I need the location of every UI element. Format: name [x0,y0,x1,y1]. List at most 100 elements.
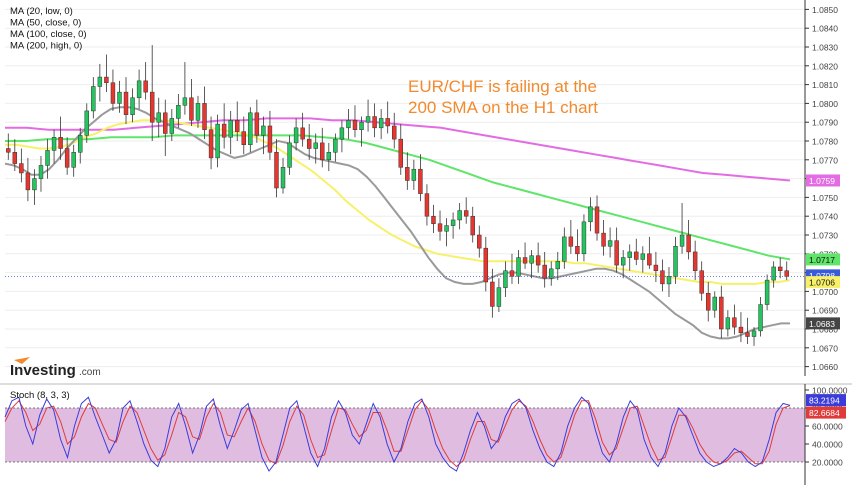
annotation-line-1: EUR/CHF is failing at the [408,77,597,96]
stoch-tick-label: 20.0000 [812,458,843,468]
candle-body [581,221,587,255]
candle-body [640,253,646,260]
stoch-tick-label: 100.0000 [812,386,848,396]
price-tag-box [806,253,840,266]
candle-body [503,270,508,288]
candle-body [117,91,122,104]
candle-body [732,317,737,328]
candle-body [745,332,750,337]
candle-body [261,125,266,136]
candle-body [45,150,50,166]
price-tick-label: 1.0780 [812,137,838,147]
stoch-tags: 83.2194 82.6684 [806,394,846,419]
candle-body [620,257,626,266]
candle-body [777,266,783,271]
price-tick-label: 1.0730 [812,231,838,241]
candle-body [123,91,129,115]
price-tick-label: 1.0670 [812,343,838,353]
candle-body [496,287,502,307]
candle-body [549,268,554,279]
candle-body [182,97,188,106]
candle-body [444,225,449,232]
candle-body [346,120,351,129]
moving-averages [4,106,791,340]
stoch-tag-box [806,406,846,419]
price-tick-label: 1.0810 [812,80,838,90]
candle-body [313,142,318,149]
candle-body [601,232,606,247]
candle-body [673,246,678,277]
price-tag-box [806,174,840,187]
price-tick-label: 1.0690 [812,306,838,316]
price-tick-label: 1.0740 [812,212,838,222]
candle-body [352,120,358,130]
price-tag-label: 1.0706 [809,278,835,288]
candle-body [306,138,312,149]
candle-body [19,163,24,174]
candle-body [221,123,227,138]
candle-body [176,105,181,119]
candle-body [398,138,403,168]
candle-body [71,152,76,168]
price-tick-label: 1.0750 [812,193,838,203]
candle-body [280,167,286,189]
candle-body [64,148,70,168]
price-grid [5,8,805,368]
price-tick-label: 1.0680 [812,325,838,335]
candle-body [287,142,292,168]
investing-logo: Investing .com [10,357,101,379]
candle-body [110,82,116,104]
price-tick-label: 1.0820 [812,61,838,71]
price-tag-box [806,317,840,330]
candle-body [320,142,325,161]
candle-body [588,206,593,223]
candle-body [215,123,220,159]
candle-body [156,112,161,123]
ma20-line [4,106,790,340]
candle-body [418,168,423,194]
candle-body [254,112,260,136]
candle-body [555,261,560,270]
candle-body [359,121,364,130]
candle-body [699,270,704,294]
candle-body [235,120,240,132]
candle-body [411,168,417,181]
candle-body [143,80,148,93]
candle-body [542,264,547,279]
candle-body [195,103,201,121]
candle-body [372,116,377,129]
candle-body [405,167,410,181]
price-tick-label: 1.0830 [812,43,838,53]
candle-body [339,127,345,140]
candle-body [450,219,456,226]
candle-body [91,86,96,112]
stoch-tag-label: 82.6684 [809,408,840,418]
candle-body [248,112,253,146]
candle-body [365,116,371,123]
price-tag-label: 1.0717 [809,255,835,265]
candle-body [516,257,521,277]
logo-suffix: .com [79,367,101,378]
candle-body [97,76,103,87]
candle-body [274,152,279,189]
candle-body [6,148,11,153]
price-tag-label: 1.0708 [809,271,835,281]
candle-body [607,240,613,247]
candle-body [241,131,246,146]
ma-legend-item: MA (200, high, 0) [10,41,82,52]
candle-body [25,172,31,191]
chart-annotation: EUR/CHF is failing at the 200 SMA on the… [408,77,598,117]
candle-body [208,129,214,159]
stoch-tick-label: 40.0000 [812,440,843,450]
candle-body [333,138,338,153]
candlesticks [6,45,789,346]
price-tick-label: 1.0850 [812,5,838,15]
ma-legend: MA (20, low, 0) MA (50, close, 0) MA (10… [10,6,87,52]
candle-body [169,118,175,134]
ma100-line [5,134,791,261]
candle-body [575,246,580,255]
candle-body [130,97,135,115]
stoch-tag-box [806,394,846,407]
candle-body [725,317,731,330]
